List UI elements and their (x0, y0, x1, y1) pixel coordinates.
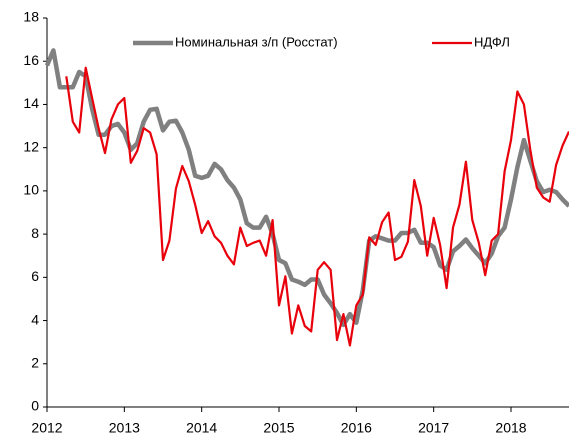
y-tick-label: 6 (31, 268, 39, 284)
y-tick-label: 12 (23, 138, 39, 154)
x-tick-label: 2017 (418, 420, 449, 436)
x-tick-label: 2018 (495, 420, 526, 436)
y-tick-label: 4 (31, 311, 39, 327)
y-tick-label: 16 (23, 52, 39, 68)
legend-label: Номинальная з/п (Росстат) (175, 34, 338, 49)
x-tick-label: 2016 (341, 420, 372, 436)
x-tick-label: 2012 (31, 420, 62, 436)
series-line (44, 48, 569, 328)
x-tick-label: 2015 (263, 420, 294, 436)
legend-label: НДФЛ (474, 34, 510, 49)
y-tick-label: 14 (23, 95, 39, 111)
y-tick-label: 8 (31, 225, 39, 241)
series-line (65, 66, 569, 347)
y-tick-label: 2 (31, 354, 39, 370)
y-tick-label: 18 (23, 9, 39, 25)
y-tick-label: 0 (31, 398, 39, 414)
x-tick-label: 2013 (109, 420, 140, 436)
x-tick-label: 2014 (186, 420, 217, 436)
y-tick-label: 10 (23, 182, 39, 198)
